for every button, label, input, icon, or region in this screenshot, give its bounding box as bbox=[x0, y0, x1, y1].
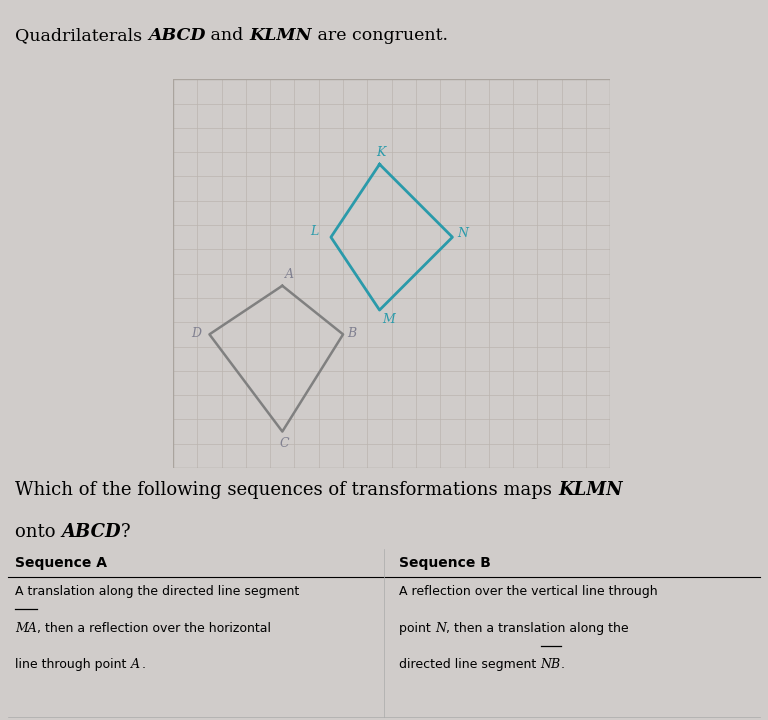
Text: ?: ? bbox=[121, 523, 131, 541]
Text: , then a translation along the: , then a translation along the bbox=[446, 621, 629, 634]
Text: D: D bbox=[191, 327, 201, 340]
Text: C: C bbox=[280, 437, 290, 450]
Text: M: M bbox=[382, 313, 395, 326]
Text: Sequence B: Sequence B bbox=[399, 556, 492, 570]
Text: , then a reflection over the horizontal: , then a reflection over the horizontal bbox=[37, 621, 271, 634]
Text: N: N bbox=[435, 621, 446, 634]
Text: Which of the following sequences of transformations maps: Which of the following sequences of tran… bbox=[15, 481, 558, 499]
Text: N: N bbox=[457, 227, 468, 240]
Text: are congruent.: are congruent. bbox=[312, 27, 448, 44]
Text: K: K bbox=[376, 145, 386, 158]
Text: KLMN: KLMN bbox=[250, 27, 312, 44]
Text: NB: NB bbox=[541, 658, 561, 671]
Text: directed line segment: directed line segment bbox=[399, 658, 541, 671]
Text: and: and bbox=[206, 27, 250, 44]
Text: B: B bbox=[346, 327, 356, 340]
Text: MA: MA bbox=[15, 621, 37, 634]
Text: Quadrilaterals: Quadrilaterals bbox=[15, 27, 148, 44]
Text: .: . bbox=[141, 658, 145, 671]
Text: KLMN: KLMN bbox=[558, 481, 623, 499]
Text: point: point bbox=[399, 621, 435, 634]
Text: A: A bbox=[285, 269, 293, 282]
Text: L: L bbox=[310, 225, 319, 238]
Text: Sequence A: Sequence A bbox=[15, 556, 108, 570]
Text: A: A bbox=[131, 658, 140, 671]
Text: ABCD: ABCD bbox=[61, 523, 121, 541]
Text: A translation along the directed line segment: A translation along the directed line se… bbox=[15, 585, 300, 598]
Text: onto: onto bbox=[15, 523, 61, 541]
Text: A reflection over the vertical line through: A reflection over the vertical line thro… bbox=[399, 585, 658, 598]
Text: .: . bbox=[561, 658, 564, 671]
Text: ABCD: ABCD bbox=[148, 27, 206, 44]
Text: line through point: line through point bbox=[15, 658, 131, 671]
